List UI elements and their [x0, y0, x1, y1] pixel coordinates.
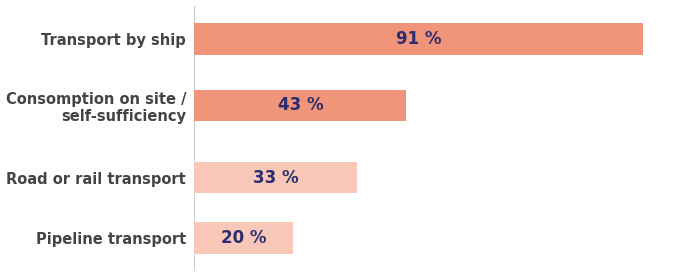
Bar — [195, 23, 643, 55]
Text: 91 %: 91 % — [396, 30, 441, 48]
Bar — [195, 222, 293, 254]
Text: 33 %: 33 % — [253, 169, 299, 187]
Bar — [195, 162, 357, 194]
Bar — [195, 89, 406, 121]
Text: 20 %: 20 % — [221, 229, 266, 247]
Text: 43 %: 43 % — [278, 96, 323, 114]
